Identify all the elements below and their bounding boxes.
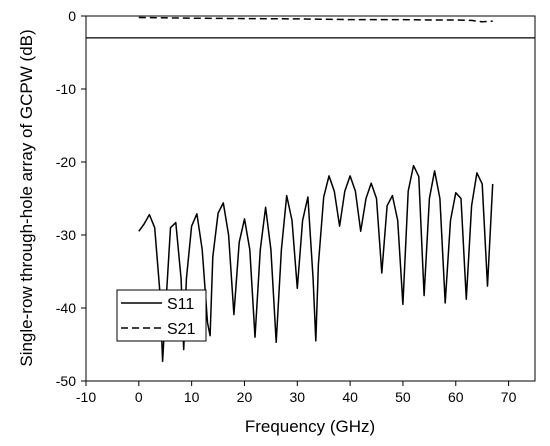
y-tick-label: -20 — [56, 154, 76, 170]
x-tick-label: 20 — [237, 389, 253, 405]
x-tick-label: 10 — [184, 389, 200, 405]
plot-frame — [85, 15, 536, 382]
x-tick-label: 40 — [342, 389, 358, 405]
y-tick-label: 0 — [68, 8, 76, 24]
x-tick-label: 60 — [448, 389, 464, 405]
y-tick-label: -10 — [56, 81, 76, 97]
y-tick-label: -50 — [56, 373, 76, 389]
y-tick-label: -40 — [56, 300, 76, 316]
legend-label-s11: S11 — [167, 296, 194, 313]
legend: S11 S21 — [116, 289, 207, 342]
x-tick-label: -10 — [76, 389, 96, 405]
x-tick-label: 50 — [395, 389, 411, 405]
x-tick-label: 0 — [135, 389, 143, 405]
y-tick-label: -30 — [56, 227, 76, 243]
y-axis-title: Single-row through-hole array of GCPW (d… — [17, 29, 36, 366]
legend-label-s21: S21 — [167, 321, 196, 338]
x-tick-label: 30 — [290, 389, 306, 405]
series-line-s21 — [138, 16, 493, 23]
series-line-s11 — [138, 164, 494, 363]
x-tick-label: 70 — [501, 389, 517, 405]
x-axis-title: Frequency (GHz) — [245, 417, 375, 436]
legend-box — [116, 289, 207, 342]
